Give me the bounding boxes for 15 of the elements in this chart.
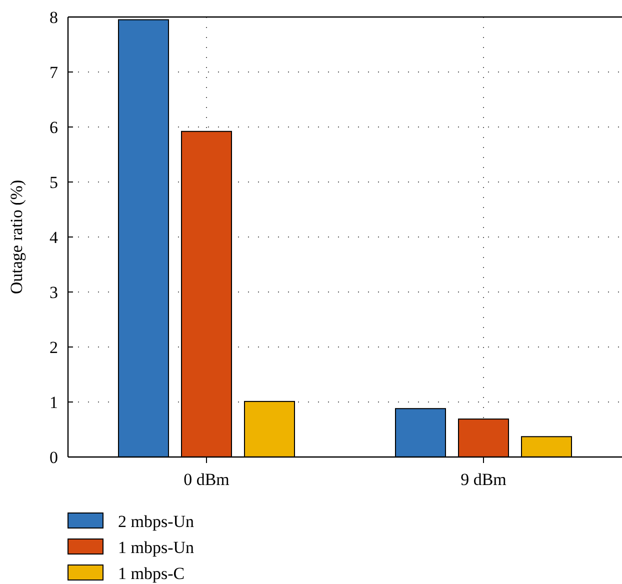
y-tick-label: 0 (50, 448, 58, 467)
y-tick-label: 7 (50, 62, 58, 82)
y-axis-title: Outage ratio (%) (7, 180, 26, 294)
legend-label: 1 mbps-Un (118, 538, 195, 557)
x-tick-label: 9 dBm (460, 470, 506, 489)
y-tick-label: 8 (50, 8, 58, 27)
y-tick-label: 6 (50, 118, 58, 137)
legend-label: 2 mbps-Un (118, 512, 195, 531)
y-tick-label: 1 (50, 392, 58, 412)
y-tick-label: 2 (50, 338, 58, 357)
y-tick-label: 4 (50, 228, 58, 247)
y-tick-label: 3 (50, 282, 58, 302)
x-tick-label: 0 dBm (184, 470, 230, 489)
legend-label: 1 mbps-C (118, 564, 185, 583)
y-tick-label: 5 (50, 172, 58, 192)
